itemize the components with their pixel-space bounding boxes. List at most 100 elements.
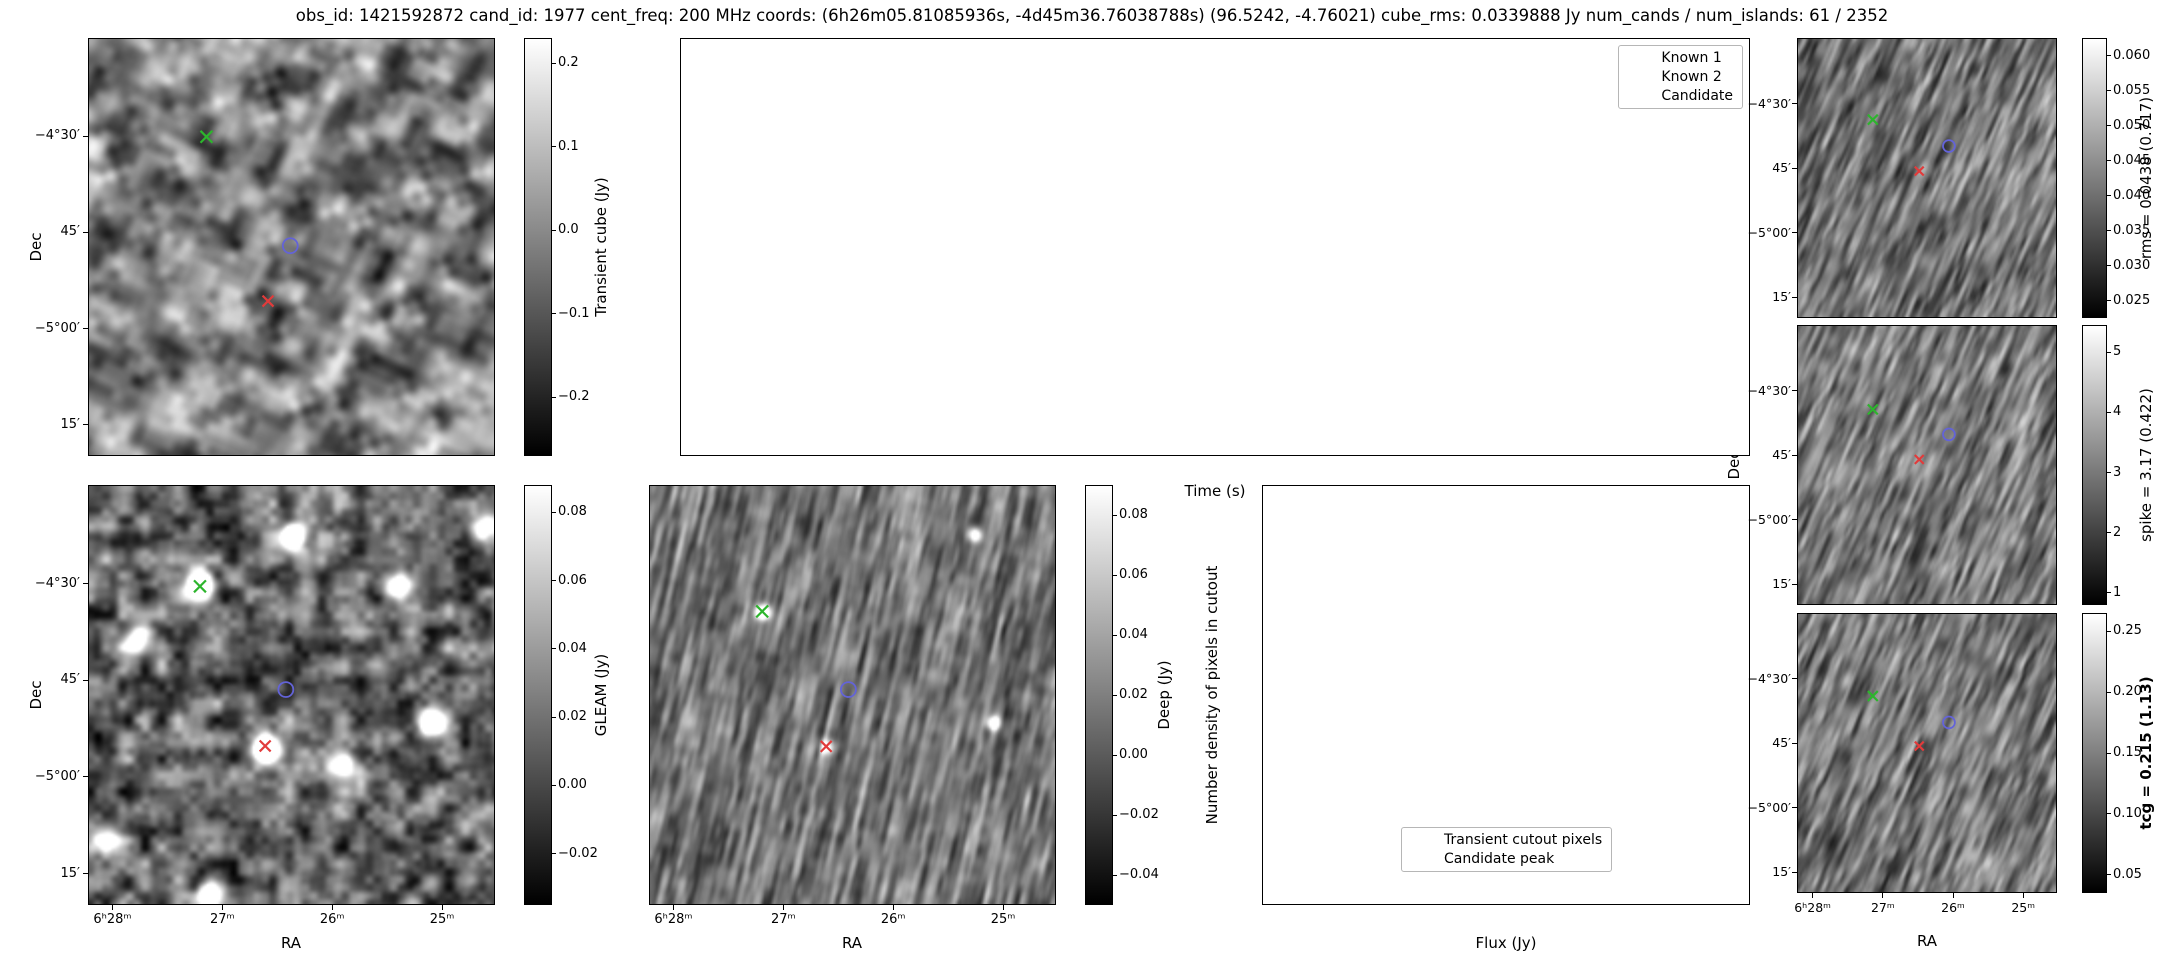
- deep-colorbar: [1085, 485, 1113, 905]
- transient-markers-overlay: [199, 130, 299, 308]
- flux-histogram-plot: Transient cutout pixels Candidate peak: [1262, 485, 1750, 905]
- axis-tick: [552, 784, 556, 786]
- known2-legend-label: Known 2: [1661, 69, 1722, 85]
- axis-tick: [1812, 893, 1814, 898]
- colorbar-tick-label: 0.08: [558, 504, 587, 520]
- axis-tick: [1113, 694, 1117, 696]
- gleam-markers-overlay: [193, 579, 295, 753]
- axis-tick: [2022, 893, 2024, 898]
- axis-tick: [552, 313, 556, 315]
- dec-tick-label: −5°00′: [34, 768, 80, 784]
- deep-colorbar-label: Deep (Jy): [1155, 660, 1173, 730]
- axis-tick: [2107, 195, 2111, 196]
- ra-tick-label: 27ᵐ: [1870, 900, 1895, 915]
- axis-tick: [1792, 742, 1797, 744]
- axis-tick: [2107, 300, 2111, 301]
- dec-tick-label: −5°00′: [34, 320, 80, 336]
- gleam-cutout-image: [88, 485, 495, 905]
- ra-tick-label: 6ʰ28ᵐ: [93, 912, 132, 927]
- transient-cube-cutout-image: [88, 38, 495, 456]
- axis-tick: [2107, 532, 2111, 534]
- legend-row-known1: Known 1: [1628, 50, 1733, 66]
- colorbar-tick-label: 3: [2113, 464, 2122, 480]
- colorbar-tick-label: 1: [2113, 584, 2122, 600]
- colorbar-tick-label: 0.05: [2113, 866, 2142, 882]
- axis-tick: [331, 905, 333, 910]
- colorbar-tick-label: −0.1: [558, 305, 590, 321]
- rms-cutout-image: [1797, 38, 2057, 318]
- axis-tick: [892, 905, 894, 910]
- axis-tick: [83, 231, 88, 233]
- dec-tick-label: −5°00′: [1747, 799, 1791, 815]
- axis-tick: [2107, 752, 2111, 754]
- dec-tick-label: 15′: [1772, 864, 1791, 879]
- axis-tick: [1113, 634, 1117, 636]
- axis-tick: [552, 716, 556, 718]
- axis-tick: [1792, 232, 1797, 234]
- axis-tick: [83, 424, 88, 426]
- colorbar-tick-label: 0.030: [2113, 257, 2151, 273]
- axis-tick: [1113, 574, 1117, 576]
- axis-tick: [552, 146, 556, 148]
- colorbar-tick-label: 0.055: [2113, 82, 2151, 98]
- dec-tick-label: 15′: [1772, 576, 1791, 591]
- axis-tick: [1792, 807, 1797, 809]
- axis-tick: [1113, 754, 1117, 756]
- colorbar-tick-label: 0.045: [2113, 152, 2151, 168]
- lightcurve-plot: Known 1 Known 2 Candidate: [680, 38, 1750, 456]
- dec-tick-label: −5°00′: [1747, 511, 1791, 527]
- axis-tick: [83, 328, 88, 329]
- axis-tick: [221, 905, 223, 910]
- ra-tick-label: 26ᵐ: [880, 912, 906, 927]
- colorbar-tick-label: −0.2: [558, 389, 590, 405]
- legend-row-candidate: Candidate: [1628, 88, 1733, 104]
- axis-tick: [552, 229, 556, 231]
- axis-tick: [2107, 592, 2111, 594]
- deep-markers-overlay: [755, 604, 857, 753]
- candidate-legend-label: Candidate: [1661, 88, 1733, 104]
- dec-tick-label: −4°30′: [34, 575, 80, 591]
- axis-tick: [782, 905, 784, 910]
- colorbar-tick-label: 5: [2113, 344, 2122, 360]
- known1-legend-label: Known 1: [1661, 50, 1722, 66]
- axis-tick: [552, 580, 556, 582]
- axis-tick: [1952, 893, 1954, 898]
- ra-tick-label: 27ᵐ: [209, 912, 235, 927]
- histogram-legend: Transient cutout pixels Candidate peak: [1401, 827, 1613, 872]
- tcg-colorbar: [2082, 613, 2107, 893]
- colorbar-tick-label: −0.02: [1119, 807, 1159, 822]
- ra-axis-label: RA: [841, 934, 863, 952]
- deep-cutout-image: [649, 485, 1056, 905]
- dec-tick-label: 45′: [1772, 160, 1791, 176]
- dec-tick-label: −4°30′: [1747, 670, 1791, 686]
- colorbar-tick-label: 0.1: [558, 138, 579, 154]
- colorbar-tick-label: 0.15: [2113, 745, 2142, 760]
- gleam-colorbar-label: GLEAM (Jy): [592, 653, 610, 737]
- axis-tick: [1792, 296, 1797, 298]
- colorbar-tick-label: 0.00: [558, 777, 587, 793]
- colorbar-tick-label: 0.040: [2113, 187, 2151, 203]
- flux-axis-label: Flux (Jy): [1475, 934, 1537, 952]
- axis-tick: [1113, 874, 1117, 876]
- axis-tick: [2107, 265, 2111, 266]
- colorbar-tick-label: 0.02: [558, 709, 587, 725]
- ra-tick-label: 6ʰ28ᵐ: [1794, 900, 1831, 915]
- dec-tick-label: −4°30′: [1747, 382, 1791, 398]
- axis-tick: [1882, 893, 1884, 898]
- axis-tick: [552, 511, 556, 513]
- gleam-colorbar: [524, 485, 552, 905]
- axis-tick: [1792, 583, 1797, 585]
- axis-tick: [1792, 167, 1797, 169]
- colorbar-tick-label: 0.10: [2113, 805, 2142, 821]
- axis-tick: [2107, 230, 2111, 231]
- colorbar-tick-label: 0.04: [558, 640, 587, 656]
- rms-noise-canvas: [1798, 39, 2056, 317]
- axis-tick: [1792, 454, 1797, 456]
- colorbar-tick-label: 0.04: [1119, 627, 1148, 642]
- ra-axis-label: RA: [280, 934, 302, 952]
- spike-noise-canvas: [1798, 326, 2056, 604]
- axis-tick: [1002, 905, 1004, 910]
- colorbar-tick-label: 0.060: [2113, 47, 2151, 63]
- legend-row-candidate-peak: Candidate peak: [1411, 851, 1602, 867]
